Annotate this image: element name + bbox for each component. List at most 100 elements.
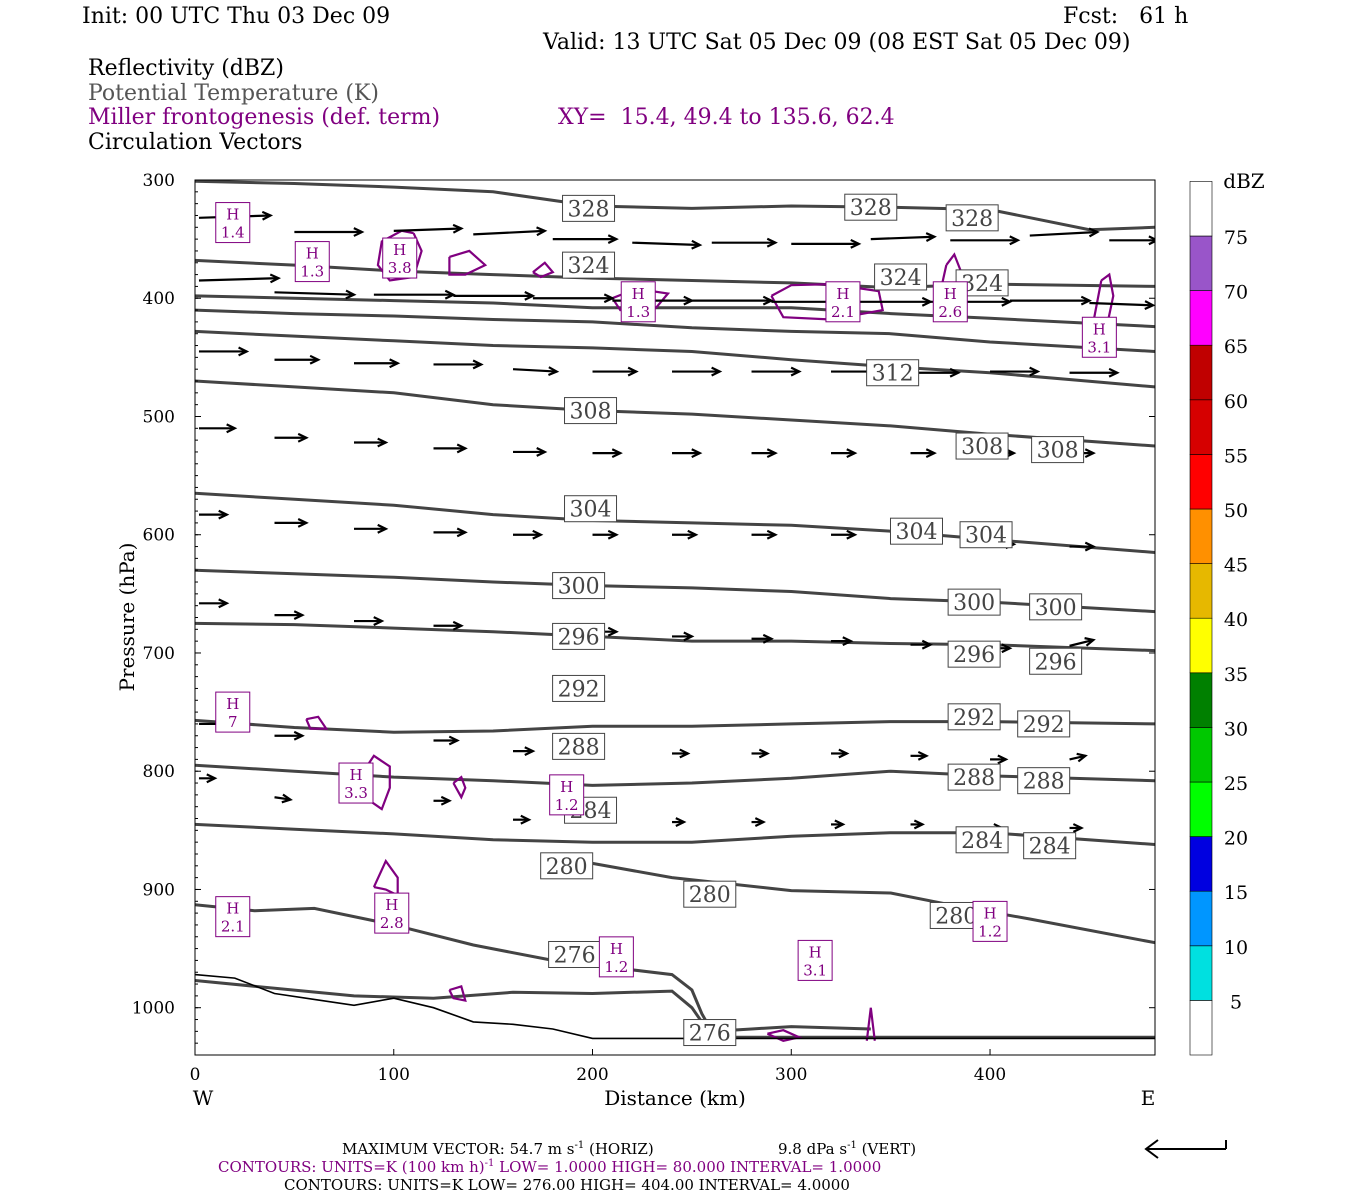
circulation-vector xyxy=(294,227,365,237)
maximum-h-marker: H xyxy=(349,766,362,784)
maximum-h-marker: H xyxy=(1093,320,1106,338)
theta-label-text: 296 xyxy=(558,625,600,650)
circulation-vector xyxy=(990,366,1041,377)
theta-label-text: 300 xyxy=(1035,596,1077,621)
maximum-value: 2.8 xyxy=(380,914,404,932)
circulation-vector xyxy=(354,523,389,534)
circulation-vector xyxy=(1069,637,1096,647)
maximum-h-marker: H xyxy=(560,778,573,796)
theta-label-text: 300 xyxy=(558,575,600,600)
circulation-vector xyxy=(354,616,385,626)
circulation-vector xyxy=(453,290,536,301)
frontogenesis-maximum: H3.8 xyxy=(382,237,418,279)
theta-contour-label: 288 xyxy=(947,763,1001,791)
colorbar-segment xyxy=(1189,781,1213,837)
circulation-vector xyxy=(751,448,778,459)
maximum-value: 1.4 xyxy=(221,224,245,242)
circulation-vector xyxy=(532,293,615,304)
theta-contour-label: 280 xyxy=(683,880,737,908)
circulation-vector xyxy=(1109,235,1155,246)
colorbar-level-label: 20 xyxy=(1224,828,1248,850)
theta-contour-308 xyxy=(195,379,1155,448)
frontogenesis-maximum: H2.1 xyxy=(825,281,861,323)
theta-contour-label: 308 xyxy=(564,397,618,425)
maximum-value: 2.1 xyxy=(831,303,855,321)
circulation-vector xyxy=(751,529,778,540)
maximum-value: 7 xyxy=(228,713,238,731)
max-vector-label: MAXIMUM VECTOR: 54.7 m s-1 (HORIZ) xyxy=(342,1140,654,1158)
theta-contour-label: 304 xyxy=(564,495,618,523)
theta-contour-label: 308 xyxy=(955,432,1009,460)
circulation-vector xyxy=(513,529,544,540)
y-axis-label: Pressure (hPa) xyxy=(115,543,139,692)
theta-label-text: 304 xyxy=(965,524,1007,549)
theta-contour-292 xyxy=(195,718,1155,734)
theta-contour-info: CONTOURS: UNITS=K LOW= 276.00 HIGH= 404.… xyxy=(284,1176,850,1194)
frontogenesis-contour xyxy=(448,249,488,276)
colorbar-segment xyxy=(1189,563,1213,619)
maximum-value: 2.6 xyxy=(938,303,962,321)
circulation-vector xyxy=(672,366,723,377)
circulation-vector xyxy=(354,358,401,369)
circulation-vector xyxy=(433,359,484,370)
frontogenesis-maximum: H2.6 xyxy=(932,281,968,323)
theta-contour-label: 296 xyxy=(1029,647,1083,675)
circulation-vector xyxy=(274,518,309,528)
y-tick-label: 600 xyxy=(143,526,175,546)
frontogenesis-contour-info: CONTOURS: UNITS=K (100 km h)-1 LOW= 1.00… xyxy=(218,1158,881,1176)
colorbar-level-label: 40 xyxy=(1224,609,1248,631)
circulation-vector xyxy=(910,448,937,459)
theta-label-text: 288 xyxy=(953,766,995,791)
circulation-vector xyxy=(473,226,548,237)
circulation-vector xyxy=(354,437,389,448)
colorbar-segment xyxy=(1189,181,1213,237)
frontogenesis-maximum: H1.4 xyxy=(215,202,251,244)
circulation-vector xyxy=(1069,823,1084,833)
theta-contour-280 xyxy=(552,854,1155,945)
maximum-value: 2.1 xyxy=(221,918,245,936)
colorbar-level-label: 30 xyxy=(1224,718,1248,740)
frontogenesis-maximum: H3.1 xyxy=(797,939,833,981)
colorbar-level-label: 5 xyxy=(1230,991,1242,1013)
theta-contour-label: 288 xyxy=(1017,767,1071,795)
theta-label-text: 276 xyxy=(554,943,596,968)
theta-label-text: 308 xyxy=(570,400,612,425)
x-tick-label: 100 xyxy=(378,1065,410,1085)
reference-vector-arrow xyxy=(1144,1139,1227,1159)
colorbar-level-label: 15 xyxy=(1224,882,1248,904)
circulation-vector xyxy=(274,432,309,443)
theta-contour-276 xyxy=(195,979,1155,1039)
colorbar-segment xyxy=(1189,235,1213,291)
circulation-vector xyxy=(433,795,452,806)
theta-label-text: 280 xyxy=(689,883,731,908)
theta-label-text: 304 xyxy=(895,520,937,545)
maximum-value: 1.2 xyxy=(604,958,628,976)
theta-contour-label: 292 xyxy=(947,703,1001,731)
circulation-vector xyxy=(592,366,639,377)
theta-label-text: 324 xyxy=(880,266,922,291)
theta-contour-296 xyxy=(195,621,1155,653)
frontogenesis-contour xyxy=(452,775,467,800)
circulation-vector xyxy=(512,366,560,377)
colorbar-segment xyxy=(1189,508,1213,564)
circulation-vector xyxy=(433,735,460,746)
theta-label-text: 328 xyxy=(850,196,892,221)
circulation-vector xyxy=(1089,300,1155,310)
colorbar-segment xyxy=(1189,672,1213,728)
colorbar-segment xyxy=(1189,836,1213,892)
max-vector-vertical: 9.8 dPa s-1 (VERT) xyxy=(778,1140,916,1158)
theta-contour-324 xyxy=(195,258,1155,290)
circulation-vector xyxy=(751,817,766,827)
circulation-vector xyxy=(274,289,357,300)
valid-time: Valid: 13 UTC Sat 05 Dec 09 (08 EST Sat … xyxy=(543,30,1131,55)
circulation-vector xyxy=(1069,752,1088,763)
x-axis-label: Distance (km) xyxy=(604,1086,746,1110)
circulation-vector xyxy=(1069,541,1096,552)
circulation-vector xyxy=(433,620,464,631)
init-time: Init: 00 UTC Thu 03 Dec 09 xyxy=(82,4,391,29)
maximum-value: 3.1 xyxy=(1087,338,1111,356)
colorbar-segment xyxy=(1189,399,1213,455)
theta-label-text: 308 xyxy=(1037,439,1079,464)
maximum-h-marker: H xyxy=(809,943,822,961)
